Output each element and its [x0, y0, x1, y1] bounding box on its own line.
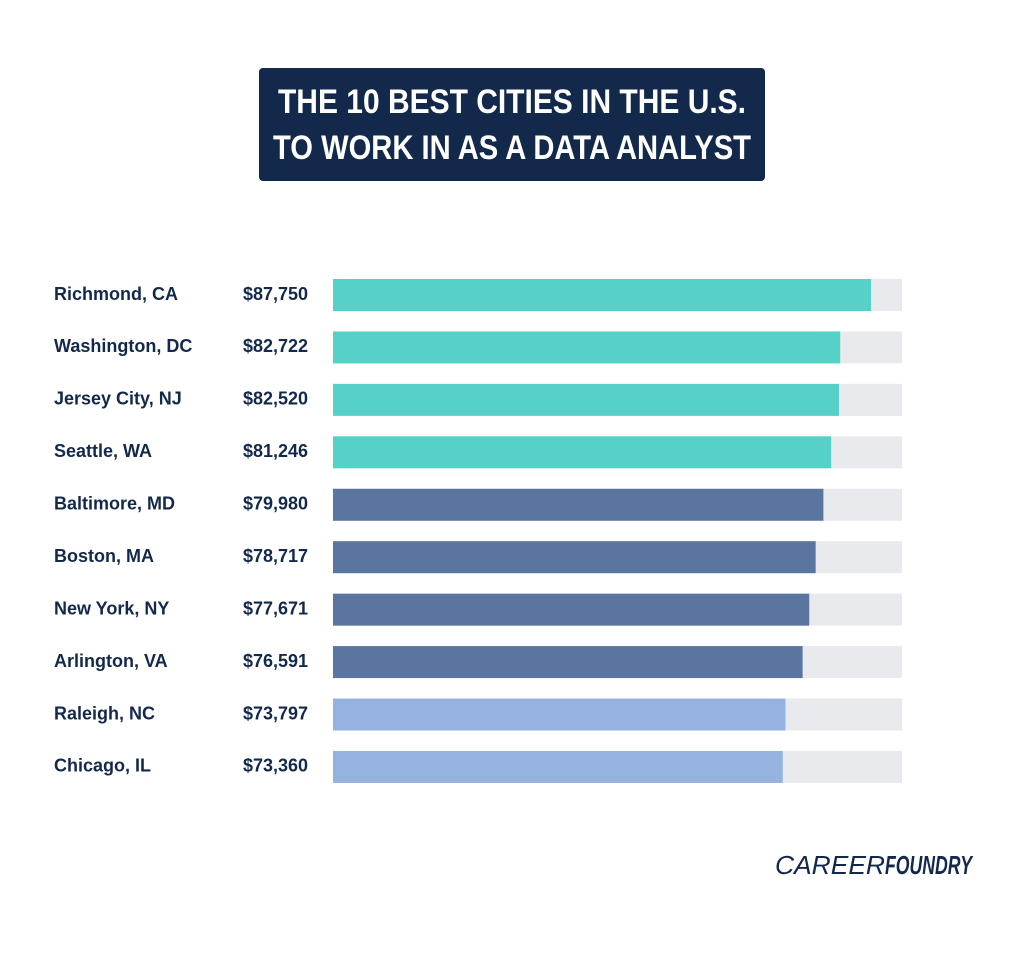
- category-label: Raleigh, NC: [54, 703, 155, 723]
- category-label: Jersey City, NJ: [54, 389, 182, 409]
- category-label: Boston, MA: [54, 546, 154, 566]
- category-label: Washington, DC: [54, 336, 192, 356]
- value-label: $77,671: [243, 598, 308, 618]
- category-label: New York, NY: [54, 598, 169, 618]
- title-box: [259, 68, 765, 181]
- value-label: $73,360: [243, 756, 308, 776]
- logo-light: CAREER: [775, 850, 885, 880]
- bar: [333, 541, 816, 574]
- value-label: $79,980: [243, 494, 308, 514]
- value-label: $82,722: [243, 336, 308, 356]
- category-label: Chicago, IL: [54, 756, 151, 776]
- category-label: Richmond, CA: [54, 284, 178, 304]
- value-label: $76,591: [243, 651, 308, 671]
- category-label: Arlington, VA: [54, 651, 168, 671]
- category-label: Baltimore, MD: [54, 494, 175, 514]
- chart-title: THE 10 BEST CITIES IN THE U.S.: [278, 83, 746, 121]
- category-label: Seattle, WA: [54, 441, 152, 461]
- bar: [333, 646, 803, 679]
- chart-title: TO WORK IN AS A DATA ANALYST: [273, 129, 751, 167]
- value-label: $73,797: [243, 703, 308, 723]
- value-label: $81,246: [243, 441, 308, 461]
- logo-bold: FOUNDRY: [885, 850, 974, 880]
- bar: [333, 331, 841, 364]
- bar: [333, 750, 783, 783]
- bar: [333, 593, 810, 626]
- value-label: $87,750: [243, 284, 308, 304]
- logo: CAREERFOUNDRY: [775, 850, 974, 880]
- bar: [333, 488, 824, 521]
- bar: [333, 383, 839, 416]
- value-label: $82,520: [243, 389, 308, 409]
- value-label: $78,717: [243, 546, 308, 566]
- bar: [333, 279, 872, 311]
- bar: [333, 436, 832, 469]
- bar: [333, 698, 786, 731]
